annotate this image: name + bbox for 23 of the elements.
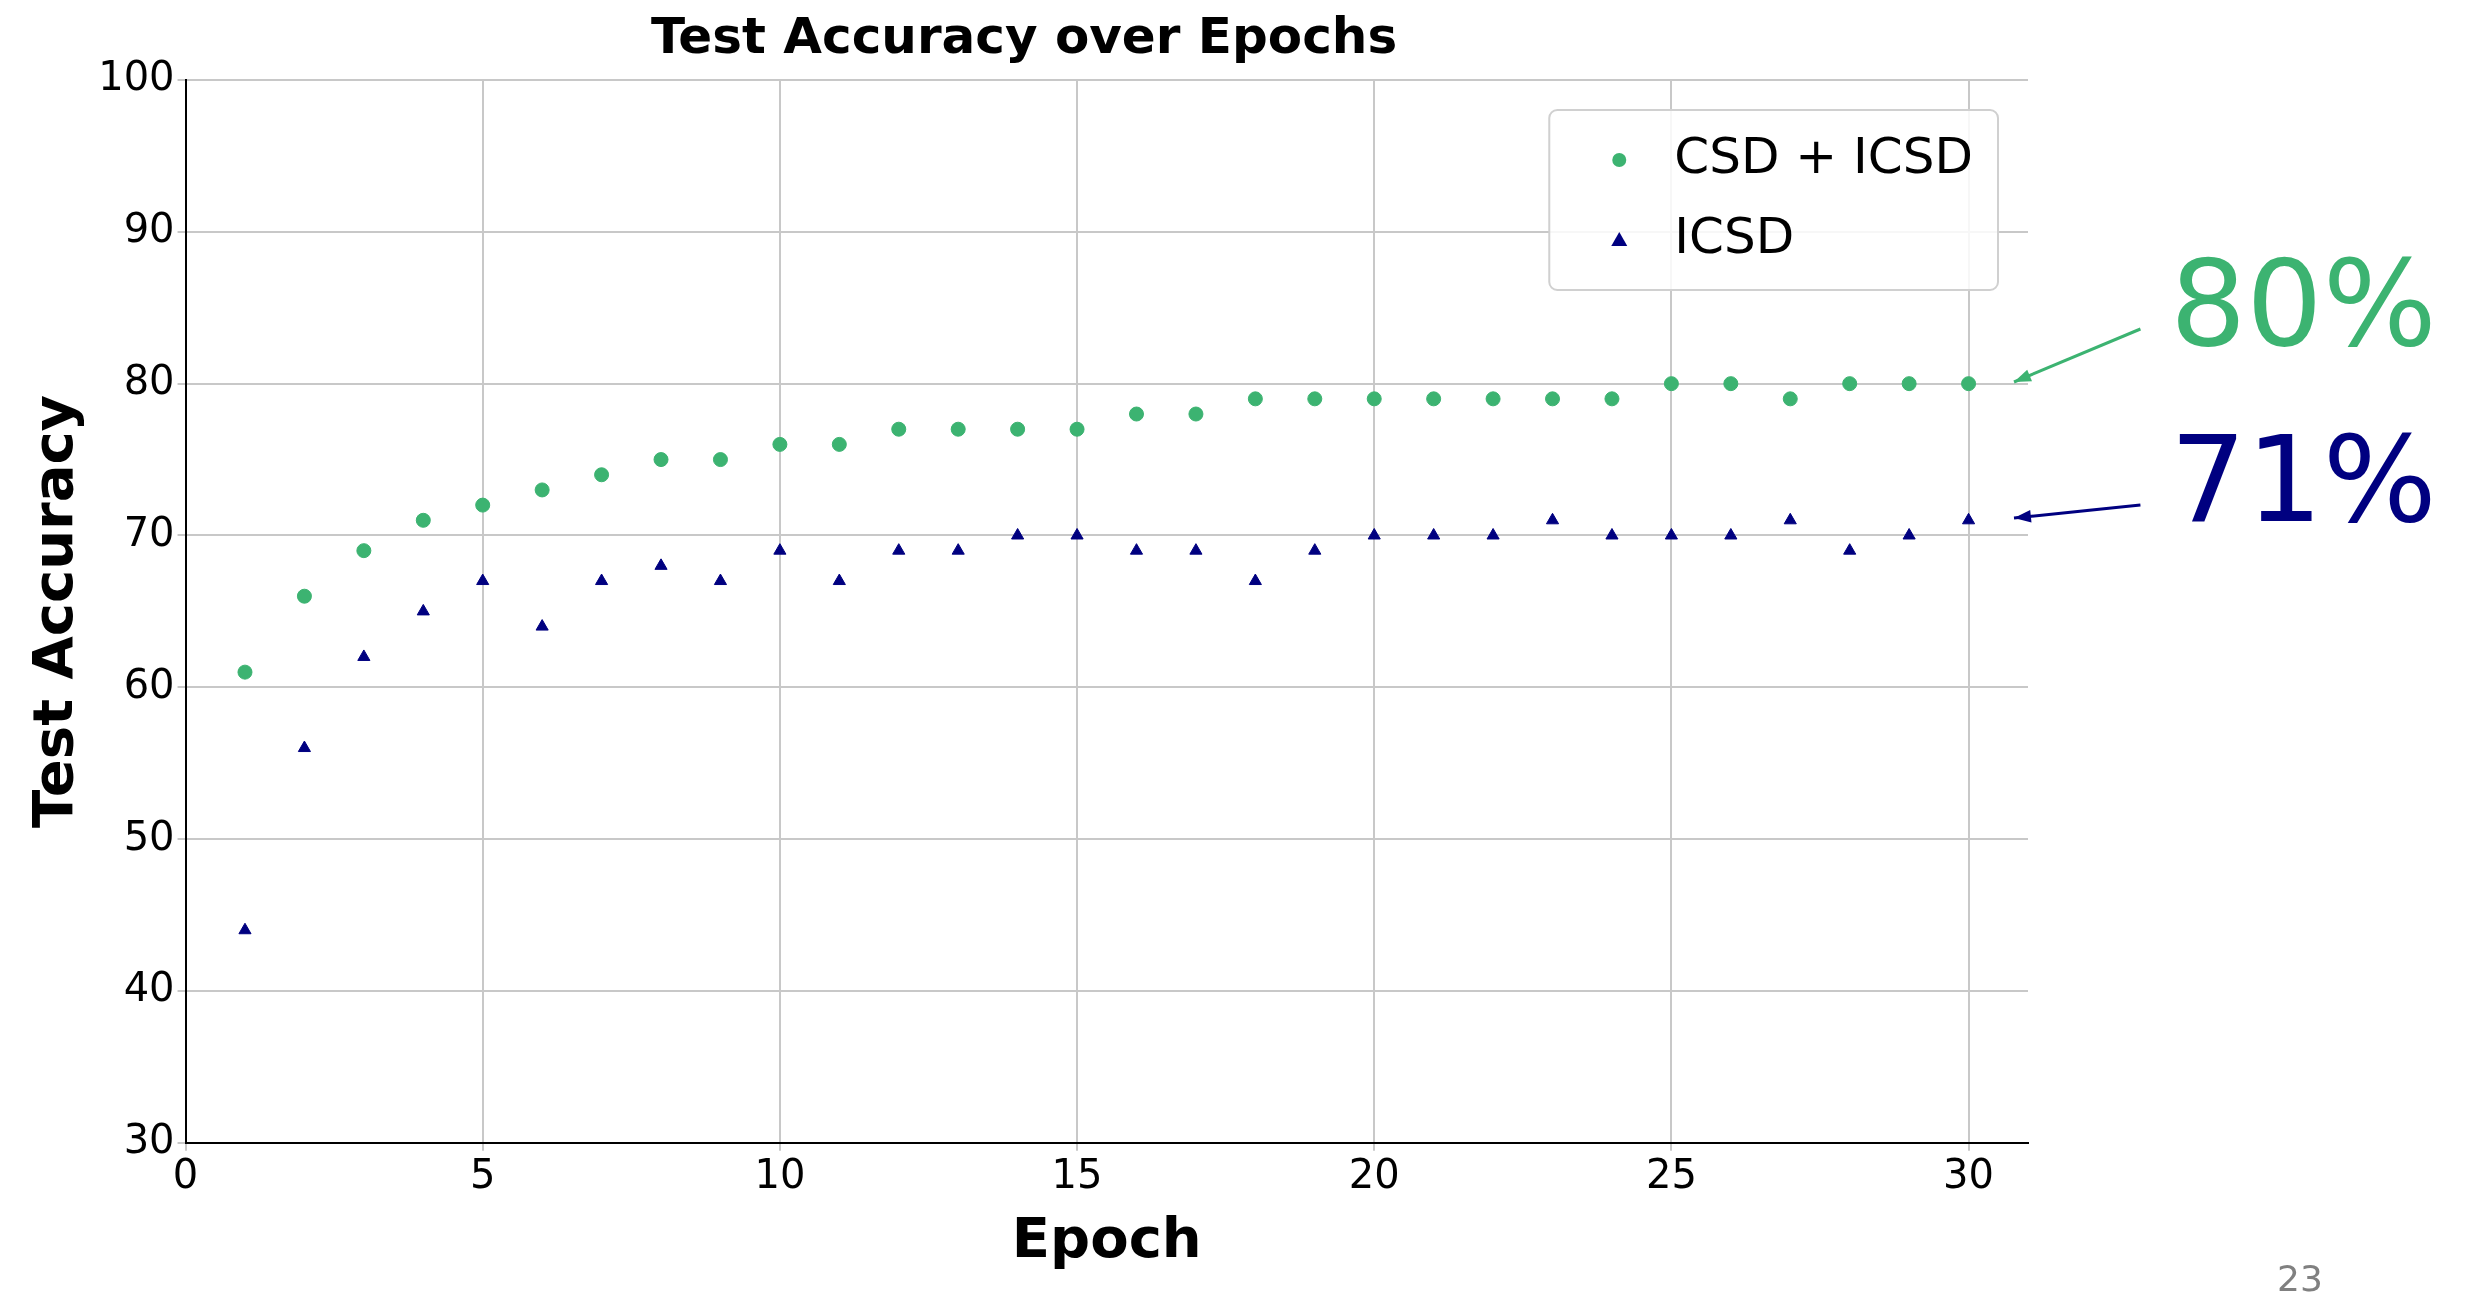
y-tick-label: 90 (123, 205, 175, 252)
x-tick-label: 10 (754, 1151, 806, 1198)
x-tick-label: 30 (1943, 1151, 1995, 1198)
y-tick-label: 40 (123, 964, 175, 1011)
y-axis-title: Test Accuracy (20, 394, 86, 828)
x-tick-label: 25 (1645, 1151, 1697, 1198)
y-tick-label: 30 (123, 1116, 175, 1163)
x-tick-label: 15 (1051, 1151, 1103, 1198)
legend-label: CSD + ICSD (1674, 126, 1973, 185)
text: 23 (2277, 1258, 2323, 1300)
legend-label: ICSD (1674, 206, 1795, 265)
y-tick-label: 100 (98, 53, 175, 100)
chart-title: Test Accuracy over Epochs (650, 6, 1398, 65)
x-tick-label: 5 (469, 1151, 496, 1198)
x-axis-title: Epoch (1011, 1204, 1202, 1270)
y-tick-label: 60 (123, 660, 175, 707)
x-tick-label: 20 (1348, 1151, 1400, 1198)
y-tick-label: 50 (123, 812, 175, 859)
annotation: 80% (2170, 233, 2437, 373)
x-tick-label: 0 (172, 1151, 199, 1198)
annotation: 71% (2170, 410, 2437, 550)
y-tick-label: 80 (123, 357, 175, 404)
y-tick-label: 70 (123, 508, 175, 555)
